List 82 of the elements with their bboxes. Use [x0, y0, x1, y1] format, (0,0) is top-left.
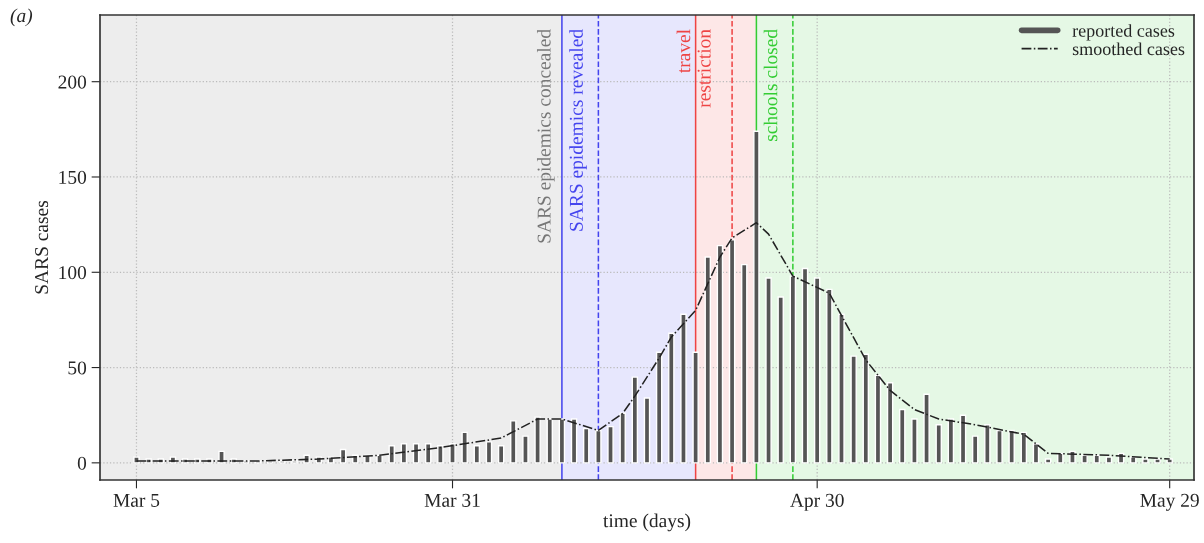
- bar: [911, 418, 918, 464]
- bar: [1008, 429, 1015, 464]
- bar: [1154, 458, 1161, 464]
- bar: [339, 448, 347, 464]
- bar: [546, 418, 554, 464]
- y-tick-label: 200: [58, 75, 87, 89]
- band-label: travel restriction: [676, 29, 711, 108]
- bar: [412, 443, 420, 464]
- bar: [716, 244, 724, 464]
- bar: [424, 443, 432, 464]
- y-tick-label: 150: [59, 170, 87, 184]
- bar: [996, 429, 1003, 464]
- bar: [850, 355, 857, 464]
- y-tick-label: 100: [59, 266, 87, 280]
- bar: [619, 412, 626, 464]
- bar: [959, 414, 967, 464]
- bar: [582, 427, 590, 464]
- bar: [765, 277, 772, 464]
- bar: [826, 288, 833, 464]
- band-label: SARS epidemics concealed: [536, 29, 555, 243]
- bar: [740, 263, 748, 464]
- bar: [1020, 431, 1028, 464]
- bar: [680, 313, 687, 464]
- bar: [704, 256, 712, 464]
- bar: [522, 435, 529, 464]
- bar: [1105, 456, 1113, 464]
- bar: [510, 420, 517, 464]
- bar: [655, 351, 663, 464]
- bar: [971, 435, 979, 464]
- bar: [899, 408, 906, 464]
- x-tick-label: Mar 31: [424, 493, 480, 507]
- bar: [376, 454, 383, 464]
- bar: [388, 445, 395, 464]
- legend-label: smoothed cases: [1072, 42, 1185, 56]
- bar: [692, 351, 699, 464]
- bar: [607, 425, 614, 464]
- bar: [631, 376, 639, 464]
- bar: [813, 277, 821, 464]
- bar: [789, 275, 797, 464]
- bar: [886, 382, 894, 464]
- bar: [437, 445, 444, 464]
- bar: [473, 445, 481, 464]
- legend-label: reported cases: [1072, 24, 1175, 41]
- x-tick-label: May 29: [1140, 493, 1199, 511]
- bar: [1142, 458, 1149, 464]
- text: (a): [10, 8, 33, 27]
- band-label: SARS epidemics revealed: [569, 29, 587, 231]
- bar: [947, 418, 955, 464]
- y-tick-label: 0: [77, 456, 87, 470]
- bar: [570, 418, 578, 464]
- x-axis-title: time (days): [603, 513, 691, 532]
- bar: [1129, 456, 1137, 464]
- bar: [461, 431, 468, 464]
- bar: [485, 441, 493, 464]
- bar: [1032, 443, 1040, 464]
- bar: [449, 443, 456, 464]
- bar: [1044, 458, 1052, 464]
- bar: [1093, 454, 1101, 464]
- bar: [400, 443, 408, 464]
- bar: [753, 130, 760, 464]
- bar: [534, 416, 541, 464]
- band-label: schools closed: [763, 29, 778, 142]
- bar: [595, 429, 602, 464]
- y-axis-title: SARS cases: [35, 200, 49, 294]
- bar: [728, 239, 736, 464]
- y-tick-label: 50: [68, 361, 87, 375]
- x-tick-label: Apr 30: [790, 493, 844, 511]
- bar: [801, 267, 809, 464]
- bar: [862, 353, 870, 464]
- bar: [838, 313, 845, 464]
- bar: [643, 397, 651, 464]
- bar: [668, 332, 675, 464]
- bar: [874, 374, 882, 464]
- x-tick-label: Mar 5: [113, 493, 160, 507]
- bar: [558, 418, 566, 464]
- bar: [497, 445, 505, 464]
- bar: [1081, 454, 1088, 464]
- bar: [1057, 452, 1064, 464]
- bar: [984, 424, 991, 464]
- bar: [923, 393, 930, 464]
- bar: [935, 424, 942, 464]
- bar: [777, 296, 784, 464]
